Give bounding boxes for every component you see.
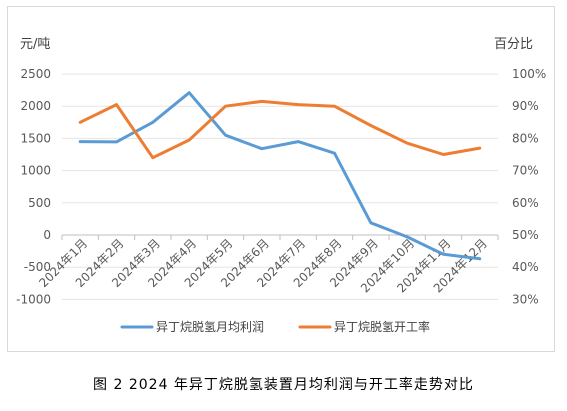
left-tick-label: 1000	[20, 164, 51, 178]
gridlines	[61, 73, 499, 300]
left-tick-label: 2500	[20, 67, 51, 81]
right-axis-title: 百分比	[494, 37, 533, 52]
right-tick-label: 100%	[512, 67, 546, 81]
left-tick-label: 0	[43, 228, 51, 242]
right-tick-label: 80%	[512, 131, 539, 145]
legend: 异丁烷脱氢月均利润 异丁烷脱氢开工率	[120, 319, 430, 334]
left-tick-label: 2000	[20, 99, 51, 113]
right-tick-label: 50%	[512, 228, 539, 242]
chart-frame	[7, 6, 555, 352]
left-tick-label: -1000	[16, 292, 51, 306]
right-axis-ticks: 100% 90% 80% 70% 60% 50% 40% 30%	[512, 67, 546, 306]
right-tick-label: 40%	[512, 260, 539, 274]
right-tick-label: 30%	[512, 292, 539, 306]
right-tick-label: 70%	[512, 164, 539, 178]
figure-caption: 图 2 2024 年异丁烷脱氢装置月均利润与开工率走势对比	[93, 377, 474, 393]
left-tick-label: -500	[24, 260, 51, 274]
left-tick-label: 1500	[20, 131, 51, 145]
series-line-1	[78, 91, 482, 261]
right-tick-label: 90%	[512, 99, 539, 113]
left-tick-label: 500	[28, 196, 51, 210]
series-lines	[78, 91, 482, 261]
legend-label-2: 异丁烷脱氢开工率	[334, 319, 430, 334]
series-line-2	[78, 99, 482, 160]
legend-label-1: 异丁烷脱氢月均利润	[156, 319, 264, 334]
left-axis-ticks: 2500 2000 1500 1000 500 0 -500 -1000	[16, 67, 51, 306]
left-axis-title: 元/吨	[20, 37, 50, 52]
right-tick-label: 60%	[512, 196, 539, 210]
